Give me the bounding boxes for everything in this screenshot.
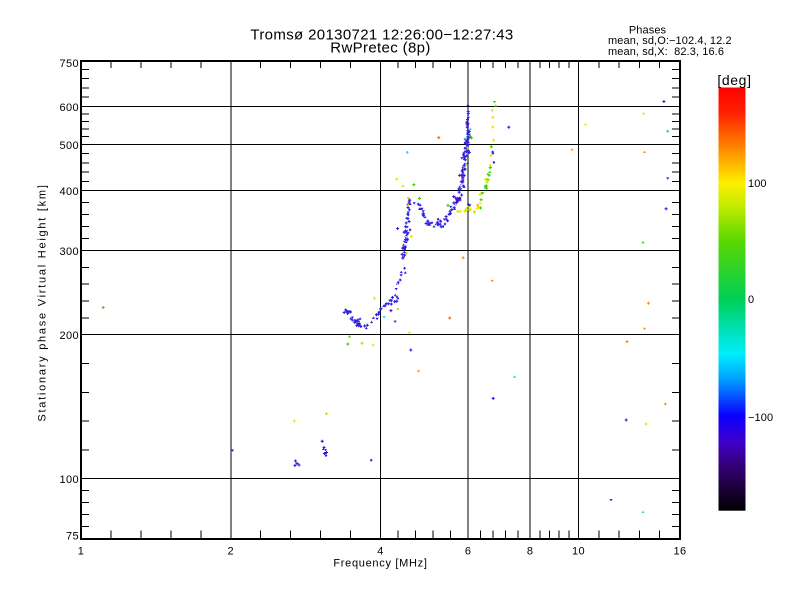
svg-text:RwPretec (8p): RwPretec (8p): [330, 40, 430, 57]
svg-text:1: 1: [78, 546, 85, 558]
svg-text:mean, sd,O:−102.4, 12.2: mean, sd,O:−102.4, 12.2: [608, 35, 732, 47]
svg-text:8: 8: [527, 546, 534, 558]
svg-text:200: 200: [59, 330, 79, 342]
svg-text:750: 750: [59, 58, 79, 70]
svg-text:4: 4: [377, 546, 384, 558]
svg-text:Frequency [MHz]: Frequency [MHz]: [333, 558, 427, 570]
svg-text:mean, sd,X: 82.3, 16.6: mean, sd,X: 82.3, 16.6: [608, 46, 724, 58]
svg-text:16: 16: [673, 546, 686, 558]
svg-text:−100: −100: [748, 412, 773, 424]
svg-text:300: 300: [59, 246, 79, 258]
svg-text:100: 100: [748, 178, 767, 190]
svg-text:100: 100: [59, 474, 79, 486]
svg-text:[deg]: [deg]: [717, 72, 751, 88]
svg-text:6: 6: [465, 546, 472, 558]
svg-text:Phases: Phases: [629, 25, 667, 37]
svg-text:500: 500: [59, 140, 79, 152]
svg-text:0: 0: [748, 294, 754, 306]
svg-text:10: 10: [572, 546, 585, 558]
svg-text:75: 75: [66, 530, 79, 542]
svg-text:400: 400: [59, 186, 79, 198]
svg-text:600: 600: [59, 102, 79, 114]
svg-text:Stationary phase Virtual Heigh: Stationary phase Virtual Height [km]: [37, 183, 49, 421]
svg-text:2: 2: [228, 546, 235, 558]
svg-text:Tromsø 20130721 12:26:00−12:27: Tromsø 20130721 12:26:00−12:27:43: [250, 27, 513, 44]
